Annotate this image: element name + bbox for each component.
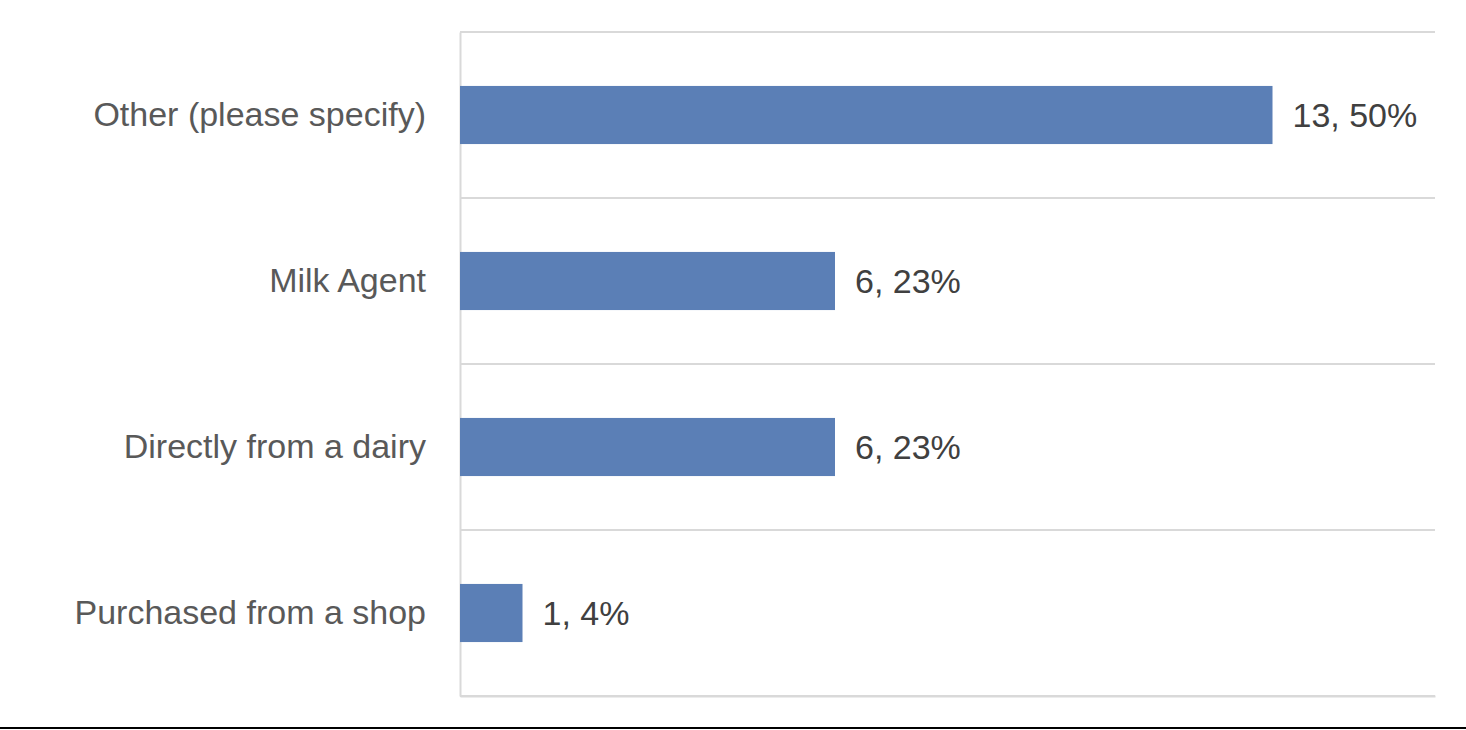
bars: [460, 86, 1273, 642]
separator: [460, 363, 1435, 365]
y-tick: Other (please specify): [93, 95, 460, 133]
border: [0, 727, 1466, 729]
x-axis: [461, 696, 1436, 697]
y-tick-label: Purchased from a shop: [74, 593, 426, 631]
separator: [460, 695, 1435, 697]
y-tick: Milk Agent: [269, 261, 460, 299]
x-axis-line: [461, 696, 1436, 698]
bar: [460, 252, 835, 310]
data-label: 6, 23%: [855, 428, 961, 466]
separator: [460, 31, 1435, 33]
data-labels: 13, 50% 6, 23% 6, 23% 1, 4%: [543, 96, 1418, 632]
chart: Other (please specify) Milk Agent Directly…: [0, 0, 1466, 730]
data-label: 6, 23%: [855, 262, 961, 300]
separators: [460, 32, 1435, 696]
separator: [460, 197, 1435, 199]
data-label: 13, 50%: [1293, 96, 1418, 134]
y-tick-label: Other (please specify): [93, 95, 426, 133]
y-tick: Directly from a dairy: [124, 427, 460, 465]
bar: [460, 418, 835, 476]
y-axis: Other (please specify) Milk Agent Directly…: [74, 33, 460, 697]
bar: [460, 86, 1273, 144]
separator: [460, 529, 1435, 531]
plot: Other (please specify) Milk Agent Directly…: [74, 32, 1435, 697]
bar: [460, 584, 523, 642]
y-tick-label: Directly from a dairy: [124, 427, 426, 465]
y-tick: Purchased from a shop: [74, 593, 460, 631]
y-tick-label: Milk Agent: [269, 261, 426, 299]
data-label: 1, 4%: [543, 594, 630, 632]
